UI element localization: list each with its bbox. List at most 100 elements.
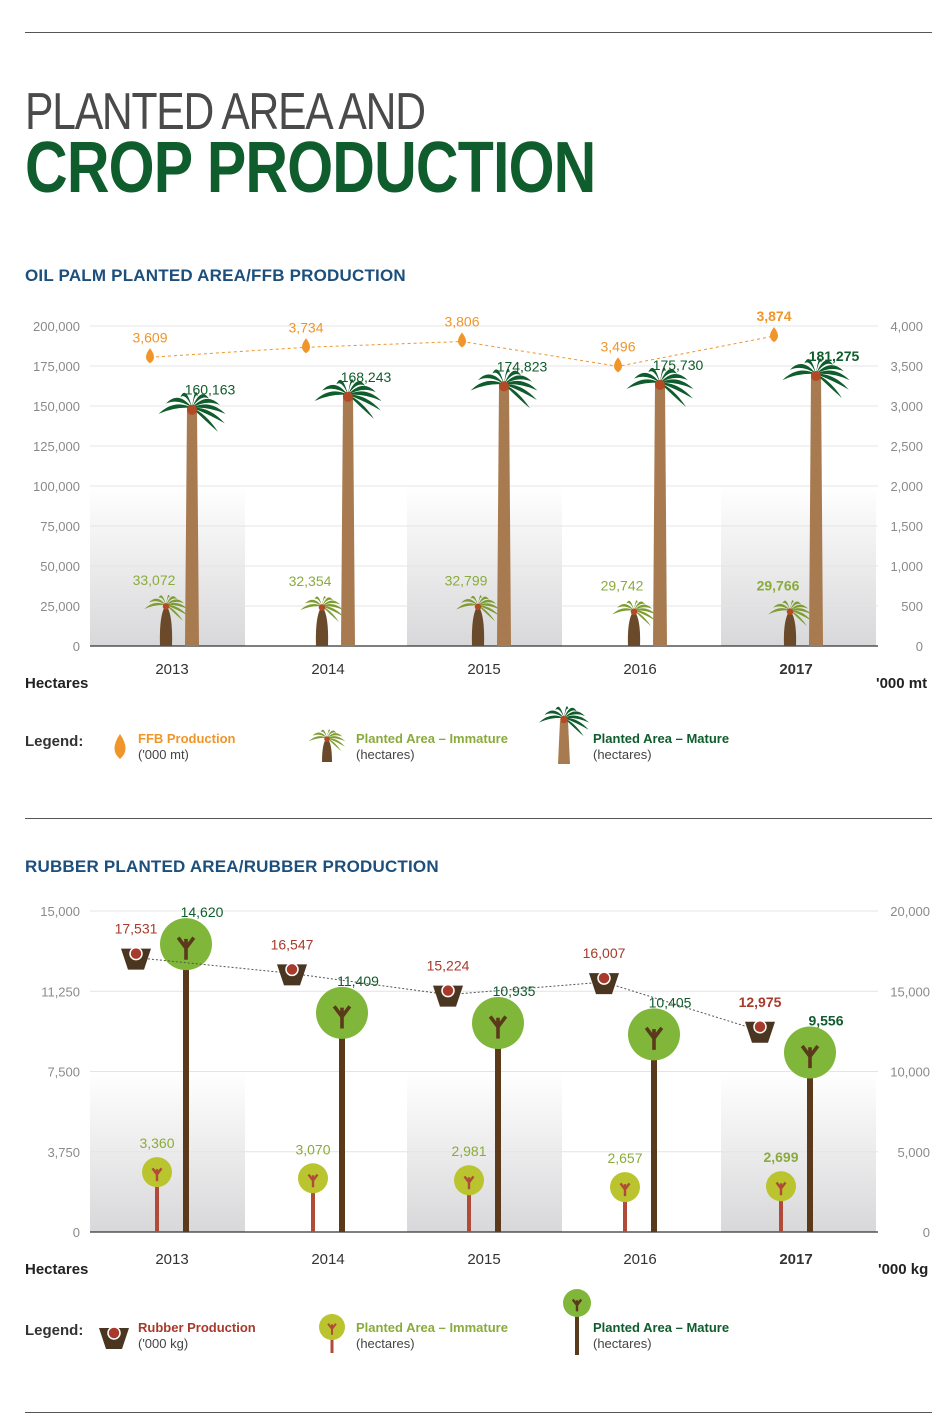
page-title-line2: CROP PRODUCTION: [25, 128, 596, 208]
palm-frond: [470, 595, 478, 606]
immature-palm-trunk: [471, 605, 485, 646]
palm-frond: [790, 610, 812, 621]
palm-frond: [816, 365, 844, 374]
palm-frond: [192, 407, 225, 424]
palm-fruit: [560, 715, 568, 724]
palm-frond: [327, 737, 346, 747]
y-tick-left: 0: [73, 1225, 80, 1240]
palm-frond: [322, 600, 341, 607]
rubber-trunk: [495, 1022, 501, 1232]
y-tick-left: 11,250: [41, 984, 80, 999]
immature-value-label: 32,799: [445, 573, 488, 589]
rubber-value-label: 15,224: [427, 958, 470, 974]
palm-crown: [470, 368, 538, 409]
palm-frond: [617, 603, 634, 611]
y-tick-right: 5,000: [897, 1145, 930, 1160]
top-rule: [25, 32, 932, 33]
palm-frond: [312, 732, 327, 738]
rubber-value-label: 16,007: [583, 945, 626, 961]
palm-crown: [612, 600, 656, 627]
x-tick-label: 2014: [311, 661, 344, 678]
palm-frond: [564, 707, 577, 718]
palm-frond: [564, 706, 569, 718]
palm-frond: [192, 394, 209, 408]
legend-mature-unit: (hectares): [593, 747, 652, 762]
ffb-value-label: 3,734: [288, 319, 323, 335]
palm-frond: [192, 407, 219, 432]
rubber-cup-marker: [277, 962, 307, 986]
legend-mature-name: Planted Area – Mature: [593, 731, 729, 746]
legend-rubber-unit: ('000 kg): [138, 1336, 188, 1351]
rubber-value-label: 17,531: [115, 921, 158, 937]
palm-frond: [166, 596, 178, 606]
palm-frond: [314, 391, 348, 401]
palm-frond: [327, 729, 331, 738]
palm-frond: [816, 370, 850, 381]
palm-frond: [816, 373, 849, 390]
y-tick-right: 10,000: [890, 1065, 930, 1080]
palm-frond: [660, 382, 687, 407]
x-tick-label: 2013: [155, 661, 188, 678]
immature-value-label: 29,766: [757, 577, 800, 593]
palm-crown: [456, 595, 500, 622]
rubber-tree: [784, 1026, 836, 1232]
x-tick-label: 2017: [779, 1251, 812, 1268]
y-tick-left: 125,000: [33, 439, 80, 454]
palm-fruit: [474, 603, 482, 611]
rubber-trunk: [339, 1012, 345, 1232]
palm-frond: [782, 370, 816, 381]
ffb-value-label: 3,806: [444, 314, 479, 330]
palm-frond: [192, 404, 226, 414]
palm-fruit: [343, 391, 353, 402]
y-axis-label-left: Hectares: [25, 675, 88, 692]
palm-frond: [166, 605, 188, 616]
rubber-tree: [472, 996, 524, 1232]
palm-fruit: [811, 370, 821, 381]
latex-drop: [285, 962, 299, 977]
palm-frond: [564, 711, 585, 718]
latex-drop: [753, 1020, 767, 1034]
ffb-drop-marker: [302, 338, 310, 354]
y-tick-right: 15,000: [890, 984, 930, 999]
palm-frond: [660, 373, 688, 383]
page-title-line1: PLANTED AREA AND: [25, 83, 426, 141]
palm-frond: [544, 710, 564, 718]
palm-frond: [321, 384, 348, 395]
palm-frond: [634, 604, 653, 611]
palm-frond: [166, 602, 188, 610]
rubber-trunk: [467, 1180, 471, 1232]
rubber-trunk: [623, 1187, 627, 1232]
rubber-trunk: [155, 1172, 159, 1232]
palm-fruit: [655, 379, 665, 390]
palm-frond: [336, 379, 348, 395]
immature-palm-trunk: [315, 606, 329, 646]
palm-frond: [634, 601, 646, 611]
rubber-chart-title: RUBBER PLANTED AREA/RUBBER PRODUCTION: [25, 857, 439, 876]
palm-frond: [816, 360, 833, 374]
rubber-cup-marker: [99, 1326, 129, 1349]
rubber-trunk: [183, 944, 189, 1232]
y-tick-left: 7,500: [47, 1065, 80, 1080]
palm-frond: [477, 374, 504, 385]
x-tick-label: 2017: [779, 661, 812, 678]
palm-frond: [478, 603, 500, 610]
y-tick-left: 75,000: [40, 519, 80, 534]
palm-frond: [158, 595, 166, 606]
y-tick-left: 150,000: [33, 399, 80, 414]
rubber-cup-marker: [745, 1020, 775, 1043]
palm-crown: [538, 706, 590, 737]
rubber-cup-marker: [121, 946, 151, 970]
palm-frond: [348, 394, 375, 419]
immature-value-label: 2,699: [763, 1149, 798, 1165]
legend-rubber-name: Rubber Production: [138, 1320, 256, 1335]
immature-value-label: 33,072: [133, 572, 176, 588]
y-tick-right: 2,000: [890, 479, 923, 494]
palm-frond: [634, 608, 656, 615]
palm-frond: [322, 606, 339, 622]
y-axis-label-right: '000 mt: [876, 675, 927, 692]
palm-frond: [461, 599, 478, 606]
palm-frond: [634, 610, 656, 621]
rubber-cup-marker: [433, 983, 463, 1007]
palm-frond: [555, 706, 564, 718]
palm-frond: [180, 392, 192, 408]
